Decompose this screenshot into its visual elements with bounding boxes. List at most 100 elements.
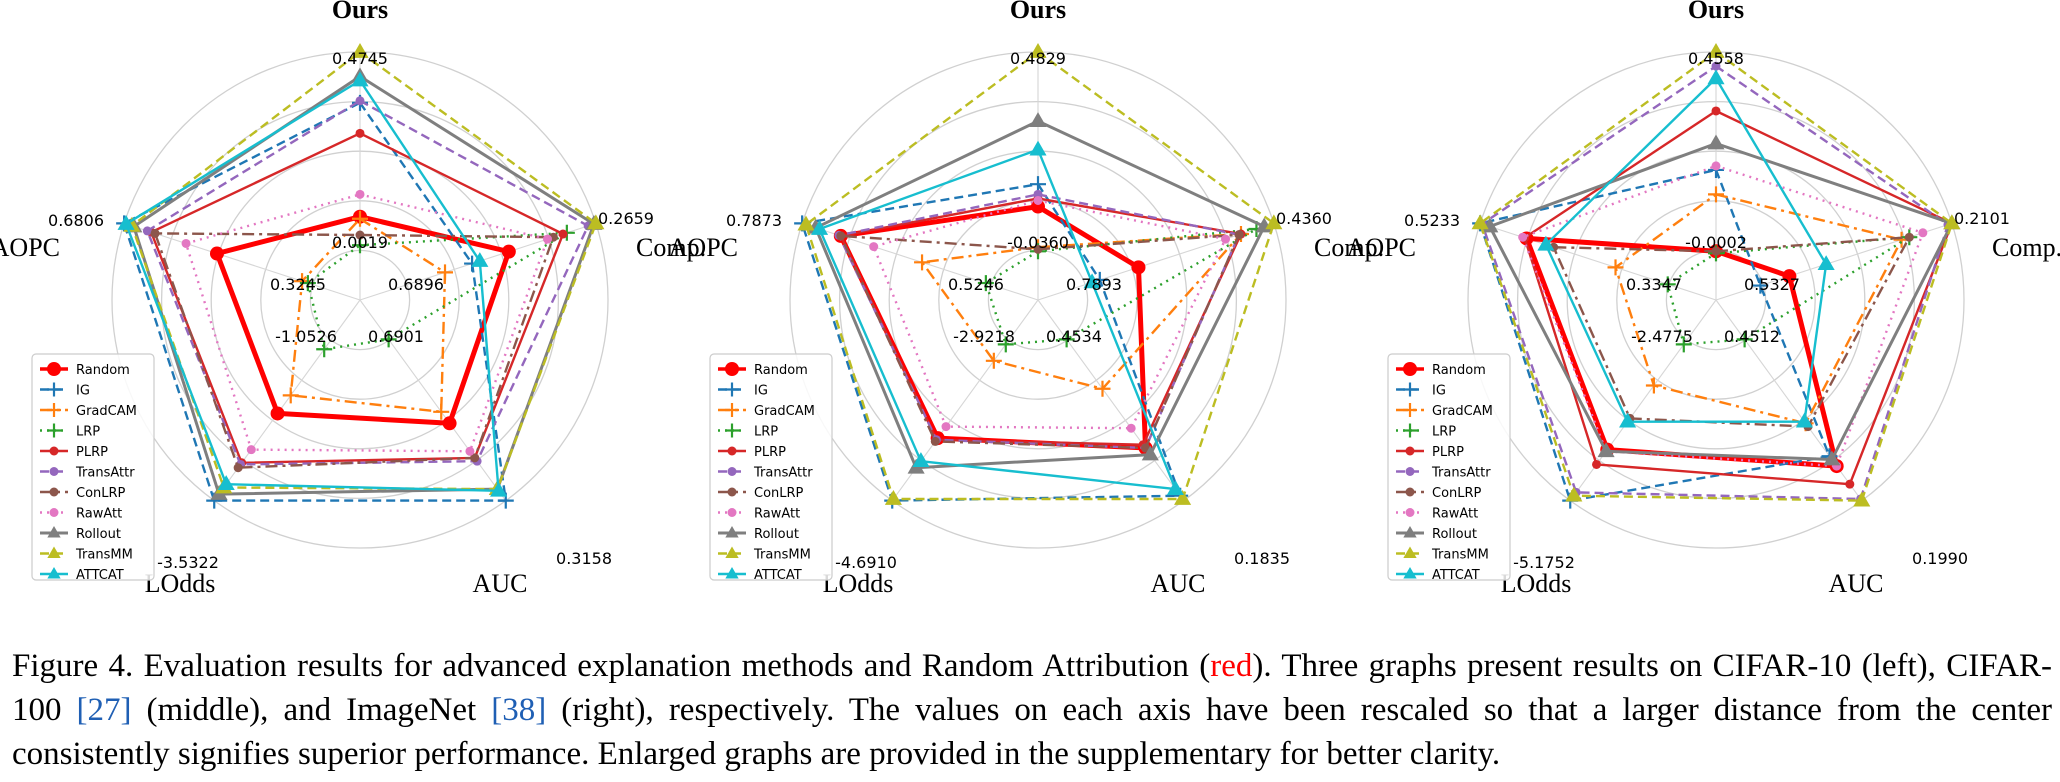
point-gradcam xyxy=(1645,377,1662,394)
best-value-label: 0.1990 xyxy=(1912,549,1968,568)
legend-marker-attcat xyxy=(47,567,61,579)
axis-label-lodds: LOdds xyxy=(1501,569,1572,598)
axis-label-aopc: AOPC xyxy=(1347,233,1416,262)
legend: Random IG GradCAM LRP PLRP TransAttr ConLRP Raw… xyxy=(709,353,833,583)
axis-label-lodds: LOdds xyxy=(823,569,894,598)
axis-label-ours: Ours xyxy=(1688,0,1744,24)
legend-label-ig: IG xyxy=(1432,384,1446,399)
series-line-transmm xyxy=(1478,50,1954,502)
legend-marker-transattr xyxy=(1405,467,1415,476)
legend-label-rawatt: RawAtt xyxy=(1432,507,1478,522)
point-transattr xyxy=(1711,61,1721,71)
inner-value-label: -1.0526 xyxy=(275,327,337,346)
inner-value-label: -0.0002 xyxy=(1685,233,1747,252)
legend-marker-gradcam xyxy=(725,403,739,417)
legend-label-transmm: TransMM xyxy=(1431,548,1489,563)
legend-marker-lrp xyxy=(725,423,739,438)
point-lrp xyxy=(1058,331,1075,348)
best-value-label: 0.4829 xyxy=(1010,49,1066,68)
legend-marker-random xyxy=(47,362,61,376)
legend-label-plrp: PLRP xyxy=(1432,445,1464,460)
series-line-conlrp xyxy=(839,233,1241,450)
point-lrp xyxy=(299,275,316,292)
point-rawatt xyxy=(869,242,879,252)
legend-label-gradcam: GradCAM xyxy=(754,404,815,419)
caption-ref-38[interactable]: [38] xyxy=(491,692,547,728)
point-conlrp xyxy=(930,436,940,446)
legend-label-lrp: LRP xyxy=(76,425,100,440)
legend-label-transmm: TransMM xyxy=(753,548,811,563)
legend-label-lrp: LRP xyxy=(754,425,778,440)
point-gradcam xyxy=(437,264,454,281)
series-line-transmm xyxy=(804,50,1276,501)
inner-value-label: 0.5246 xyxy=(948,275,1004,294)
legend-label-transmm: TransMM xyxy=(75,548,133,563)
series-line-random xyxy=(214,214,512,426)
series-line-attcat xyxy=(1544,77,1828,423)
point-random xyxy=(209,246,224,261)
point-gradcam xyxy=(433,403,450,420)
point-rawatt xyxy=(1221,234,1231,244)
point-transmm xyxy=(797,215,815,231)
point-transmm xyxy=(351,43,369,58)
series-line-rawatt xyxy=(184,193,549,453)
point-gradcam xyxy=(282,387,299,404)
legend-label-random: Random xyxy=(76,363,130,378)
axis-label-aopc: AOPC xyxy=(0,233,60,262)
point-conlrp xyxy=(355,230,365,240)
legend-marker-transattr xyxy=(49,467,59,476)
axis-spoke xyxy=(1037,299,1185,501)
axis-label-ours: Ours xyxy=(332,0,388,24)
point-rawatt xyxy=(941,422,951,432)
point-attcat xyxy=(1707,69,1725,85)
point-attcat xyxy=(351,71,369,87)
series-line-gradcam xyxy=(289,217,447,413)
series-line-rollout xyxy=(1488,142,1954,461)
caption-red-word: red xyxy=(1210,648,1253,684)
series-line-attcat xyxy=(124,79,500,492)
series-line-plrp xyxy=(149,132,565,464)
point-rawatt xyxy=(1918,228,1928,238)
caption-ref-27[interactable]: [27] xyxy=(76,692,132,728)
point-rollout xyxy=(1707,134,1725,150)
point-rawatt xyxy=(1033,195,1043,205)
best-value-label: 0.4558 xyxy=(1688,49,1744,68)
point-ig xyxy=(1752,277,1769,294)
figure-caption: Figure 4. Evaluation results for advance… xyxy=(12,644,2052,776)
best-value-label: 0.1835 xyxy=(1234,549,1290,568)
point-random xyxy=(442,416,457,431)
series-line-conlrp xyxy=(1552,235,1911,428)
series-line-rollout xyxy=(132,74,596,496)
inner-value-label: 0.6901 xyxy=(368,327,424,346)
point-random xyxy=(270,406,285,421)
inner-value-label: 0.7893 xyxy=(1066,275,1122,294)
best-value-label: 0.4745 xyxy=(332,49,388,68)
legend-marker-random xyxy=(1403,362,1417,376)
series-line-plrp xyxy=(1523,109,1954,486)
legend-marker-conlrp xyxy=(49,487,59,497)
point-transmm xyxy=(587,214,605,230)
radar-figure: Ours Comp. AUC LOdds AOPC 0.4745 0.2659 0.3158 -… xyxy=(0,0,2060,598)
best-value-label: -5.1752 xyxy=(1513,553,1575,572)
legend-label-rollout: Rollout xyxy=(76,527,121,542)
legend-marker-lrp xyxy=(1403,423,1417,438)
point-attcat xyxy=(1029,140,1047,156)
point-transmm xyxy=(884,489,902,505)
legend-marker-plrp xyxy=(49,446,59,456)
legend-marker-rawatt xyxy=(49,508,59,517)
point-lrp xyxy=(1659,276,1676,293)
point-transmm xyxy=(1853,491,1871,507)
caption-part-4: (right), respectively. The values on eac… xyxy=(12,692,2052,772)
legend-label-lrp: LRP xyxy=(1432,425,1456,440)
point-conlrp xyxy=(1234,230,1244,240)
point-attcat xyxy=(1537,235,1555,251)
legend-label-conlrp: ConLRP xyxy=(754,486,804,501)
legend-label-random: Random xyxy=(1432,363,1486,378)
legend-marker-ig xyxy=(725,382,739,397)
legend-label-attcat: ATTCAT xyxy=(754,568,802,583)
point-gradcam xyxy=(1094,380,1111,397)
legend-label-rollout: Rollout xyxy=(1432,527,1477,542)
point-plrp xyxy=(1845,479,1855,489)
inner-value-label: 0.0019 xyxy=(332,233,388,252)
legend-marker-plrp xyxy=(1405,446,1415,456)
